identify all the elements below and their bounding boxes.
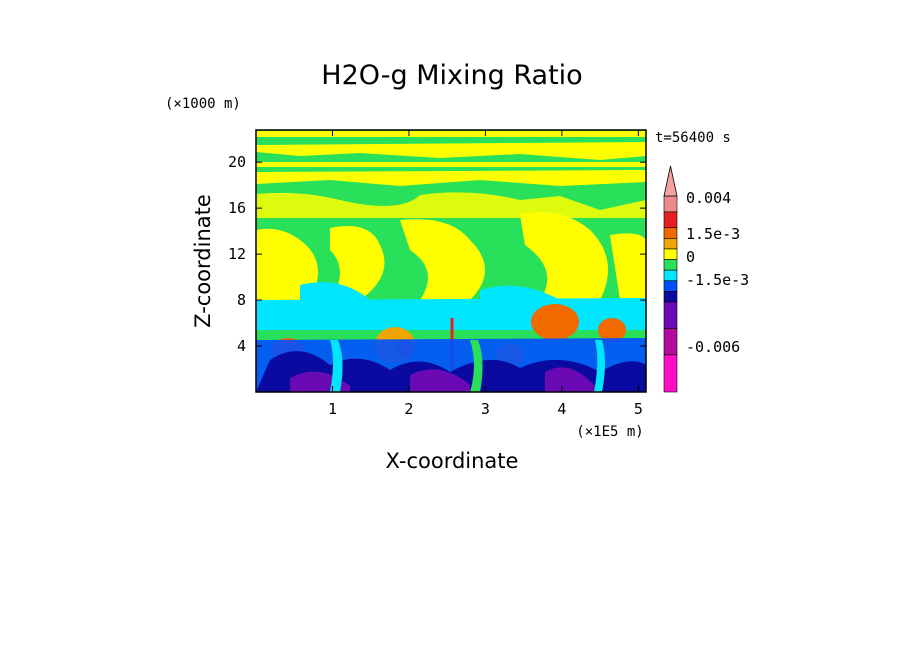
colorbar-label: -1.5e-3: [686, 271, 749, 289]
colorbar: 0.004 1.5e-3 0 -1.5e-3 -0.006: [663, 165, 749, 393]
x-tick-label: 4: [557, 400, 566, 418]
y-axis-label: Z-coordinate: [191, 194, 215, 328]
colorbar-level: [663, 269, 678, 282]
x-tick-label: 3: [481, 400, 490, 418]
colorbar-level: [663, 238, 678, 250]
colorbar-label: -0.006: [686, 338, 740, 356]
colorbar-level: [663, 328, 678, 356]
colorbar-level: [663, 259, 678, 271]
x-axis-label: X-coordinate: [386, 449, 519, 473]
colorbar-label: 1.5e-3: [686, 225, 740, 243]
y-axis-unit: (×1000 m): [165, 96, 241, 112]
colorbar-extend-arrow: [663, 165, 678, 197]
colorbar-level: [663, 211, 678, 229]
colorbar-level: [663, 301, 678, 329]
x-tick-label: 5: [634, 400, 643, 418]
colorbar-level: [663, 248, 678, 260]
colorbar-level: [663, 280, 678, 292]
y-tick-label: 8: [237, 291, 246, 309]
colorbar-level: [663, 354, 678, 393]
colorbar-label: 0.004: [686, 189, 731, 207]
x-axis-unit: (×1E5 m): [576, 424, 643, 440]
time-label: t=56400 s: [655, 130, 731, 146]
x-tick-label: 2: [404, 400, 413, 418]
y-tick-label: 4: [237, 337, 246, 355]
y-tick-label: 12: [228, 245, 246, 263]
x-tick-label: 1: [328, 400, 337, 418]
y-tick-label: 20: [228, 153, 246, 171]
plot-frame: [255, 129, 647, 393]
colorbar-level: [663, 227, 678, 239]
chart-title: H2O-g Mixing Ratio: [321, 60, 582, 91]
colorbar-level: [663, 195, 678, 213]
y-tick-label: 16: [228, 199, 246, 217]
colorbar-label: 0: [686, 248, 695, 266]
colorbar-level: [663, 291, 678, 303]
contour-field: [256, 130, 646, 392]
